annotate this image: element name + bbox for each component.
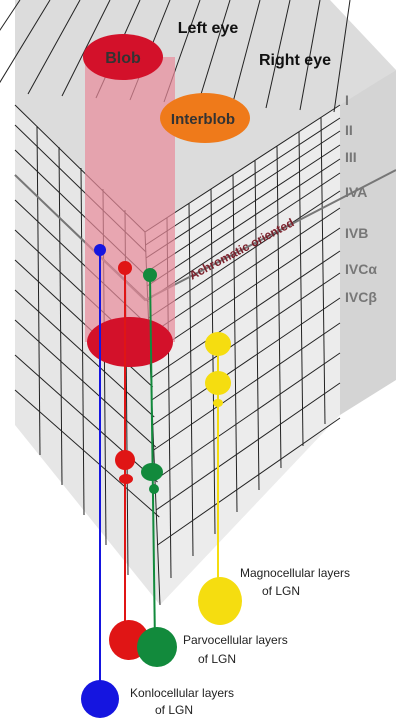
konio-dot [94, 244, 106, 256]
pathway-label: Parvocellular layers [183, 633, 288, 647]
parvo2-lgn [137, 627, 177, 667]
parvo2-dot [141, 463, 163, 481]
magno-lgn [198, 577, 242, 625]
layer-label: II [345, 122, 353, 138]
layer-label: IVCα [345, 261, 377, 277]
magno-dot [213, 399, 223, 407]
pathway-label: of LGN [155, 703, 193, 717]
parvo-dot [115, 450, 135, 470]
parvo-dot [119, 474, 133, 484]
konio-lgn [81, 680, 119, 718]
pathway-label: of LGN [198, 652, 236, 666]
pathway-label: Konlocellular layers [130, 686, 234, 700]
magno-dot [205, 332, 231, 356]
cortex-diagram: Blob Interblob Left eye Right eye Achrom… [0, 0, 396, 719]
layer-label: I [345, 92, 349, 108]
blob-column [85, 57, 175, 342]
blob-label: Blob [105, 50, 141, 67]
layer-label: III [345, 149, 357, 165]
layer-label: IVA [345, 184, 367, 200]
parvo2-dot [143, 268, 157, 282]
pathway-label: of LGN [262, 584, 300, 598]
left-eye-label: Left eye [178, 20, 239, 37]
pathway-label: Magnocellular layers [240, 566, 350, 580]
parvo2-dot [149, 484, 159, 494]
interblob-label: Interblob [171, 111, 235, 128]
parvo-dot [118, 261, 132, 275]
layer-label: IVB [345, 225, 368, 241]
right-eye-label: Right eye [259, 52, 331, 69]
magno-dot [205, 371, 231, 395]
layer-label: IVCβ [345, 289, 377, 305]
